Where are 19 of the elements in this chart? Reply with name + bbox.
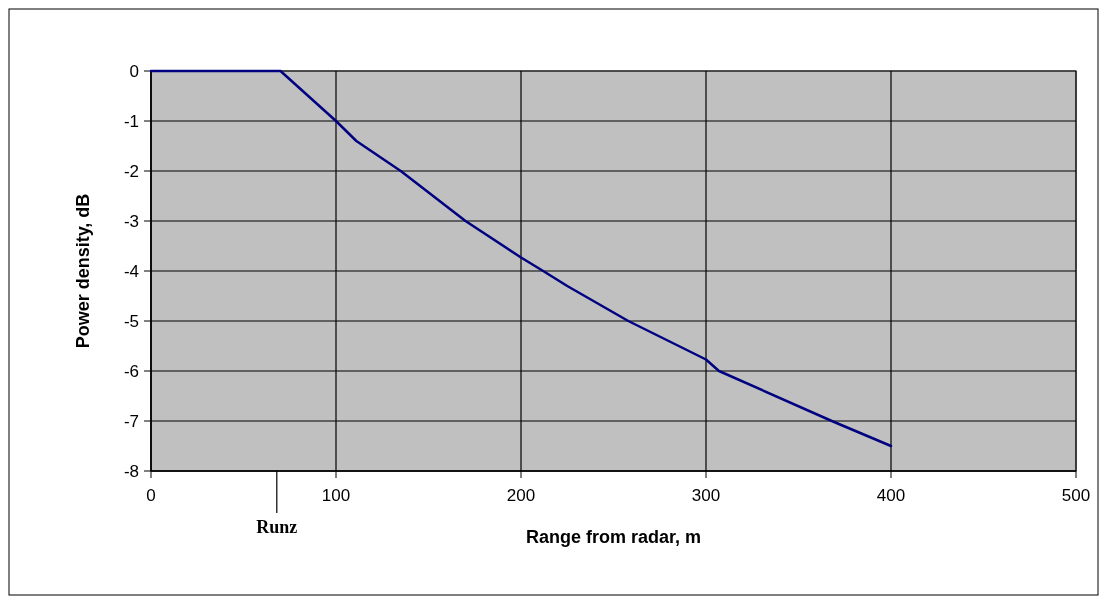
x-tick-label: 100 [321, 486, 351, 505]
y-tick-label: -3 [123, 211, 139, 231]
x-tick-label: 500 [1061, 486, 1091, 505]
x-tick-label: 300 [691, 486, 721, 505]
y-tick-label: -6 [123, 361, 139, 381]
x-tick-label: 0 [146, 486, 156, 505]
y-axis-title: Power density, dB [73, 193, 93, 349]
x-tick-label: 200 [506, 486, 536, 505]
x-tick-label: 400 [876, 486, 906, 505]
y-tick-label: -8 [123, 461, 139, 481]
y-tick-label: -1 [123, 111, 139, 131]
y-tick-label: 0 [129, 61, 139, 81]
y-tick-label: -4 [123, 261, 139, 281]
x-axis-title: Range from radar, m [525, 527, 702, 547]
line-series [149, 69, 893, 448]
y-tick-label: -5 [123, 311, 139, 331]
y-tick-label: -2 [123, 161, 139, 181]
ref-line-label: Runz [256, 517, 298, 537]
y-tick-label: -7 [123, 411, 139, 431]
